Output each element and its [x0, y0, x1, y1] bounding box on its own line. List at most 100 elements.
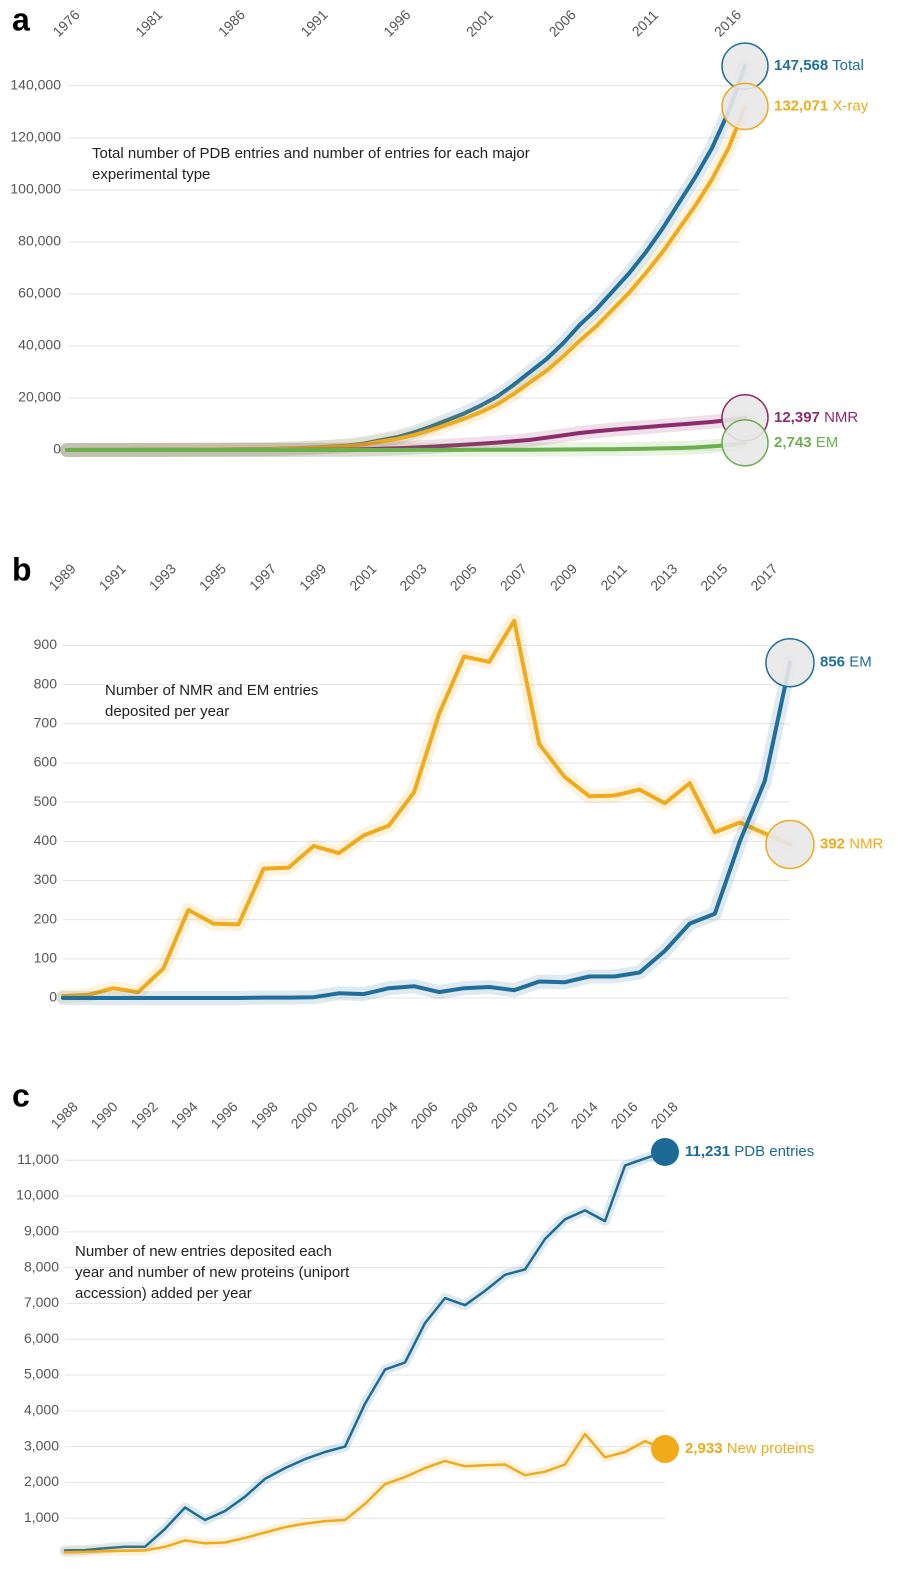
end-label: 132,071 X-ray — [774, 97, 869, 114]
end-marker — [722, 43, 768, 89]
x-tick-label: 1986 — [215, 6, 248, 39]
end-value: 11,231 — [685, 1143, 730, 1160]
end-marker — [722, 83, 768, 129]
end-label: 856 EM — [820, 654, 872, 671]
legend-entry: NMR — [849, 835, 883, 852]
legend-entry: Total — [832, 57, 864, 74]
y-tick-label: 300 — [34, 871, 58, 887]
panel-label: c — [12, 1077, 30, 1113]
x-tick-label: 2011 — [629, 7, 662, 40]
y-tick-label: 4,000 — [24, 1402, 59, 1418]
panel-label: a — [12, 1, 30, 37]
y-tick-label: 700 — [34, 715, 58, 731]
legend-entry: New proteins — [727, 1440, 815, 1457]
y-tick-label: 2,000 — [24, 1473, 59, 1489]
annotation: Total number of PDB entries and number o… — [92, 143, 582, 185]
end-value: 132,071 — [774, 97, 828, 114]
x-tick-label: 2001 — [346, 560, 379, 593]
end-label: 147,568 Total — [774, 57, 864, 74]
end-marker — [722, 420, 768, 466]
y-tick-label: 0 — [49, 989, 57, 1005]
x-tick-label: 2008 — [447, 1098, 480, 1131]
x-tick-label: 1999 — [296, 560, 329, 593]
line-glow — [65, 1152, 665, 1550]
x-tick-label: 2001 — [463, 6, 496, 39]
x-tick-label: 2014 — [567, 1098, 600, 1131]
end-marker — [766, 820, 814, 868]
end-value: 392 — [820, 835, 845, 852]
x-tick-label: 2006 — [546, 6, 579, 39]
y-tick-label: 9,000 — [24, 1223, 59, 1239]
y-tick-label: 80,000 — [18, 233, 61, 249]
figure: a 0 20,000 40,000 60,000 80,000 100,000 120,000… — [0, 0, 898, 1588]
y-tick-label: 120,000 — [10, 129, 61, 145]
y-tick-label: 1,000 — [24, 1509, 59, 1525]
end-value: 12,397 — [774, 409, 820, 426]
legend-entry: PDB entries — [734, 1143, 814, 1160]
x-tick-label: 2016 — [607, 1098, 640, 1131]
end-value: 856 — [820, 654, 845, 671]
end-value: 147,568 — [774, 57, 828, 74]
end-marker — [651, 1435, 679, 1463]
series-line — [67, 66, 745, 450]
x-tick-label: 1988 — [47, 1098, 80, 1131]
y-tick-label: 10,000 — [16, 1187, 59, 1203]
end-label: 392 NMR — [820, 835, 884, 852]
y-tick-label: 11,000 — [17, 1151, 59, 1167]
x-tick-label: 1991 — [297, 6, 330, 39]
x-tick-label: 2010 — [487, 1098, 520, 1131]
y-tick-label: 400 — [34, 832, 58, 848]
y-tick-label: 6,000 — [24, 1330, 59, 1346]
end-marker — [766, 639, 814, 687]
end-value: 2,743 — [774, 434, 812, 451]
y-tick-label: 100,000 — [10, 181, 61, 197]
x-tick-label: 2016 — [711, 6, 744, 39]
end-label: 2,933 New proteins — [685, 1440, 814, 1457]
x-tick-label: 2002 — [327, 1098, 360, 1131]
x-tick-label: 1996 — [207, 1098, 240, 1131]
x-tick-label: 2012 — [527, 1098, 560, 1131]
x-tick-label: 2018 — [647, 1098, 680, 1131]
end-label: 2,743 EM — [774, 434, 838, 451]
x-tick-label: 1990 — [87, 1098, 120, 1131]
x-tick-label: 2007 — [497, 560, 530, 593]
legend-entry: X-ray — [832, 97, 868, 114]
y-tick-label: 7,000 — [24, 1294, 59, 1310]
y-tick-label: 500 — [34, 793, 58, 809]
x-tick-label: 1976 — [49, 6, 82, 39]
y-tick-label: 600 — [34, 754, 58, 770]
legend-entry: EM — [816, 434, 839, 451]
x-tick-label: 1991 — [96, 560, 129, 593]
x-tick-label: 2003 — [396, 560, 429, 593]
y-tick-label: 0 — [53, 441, 61, 457]
y-tick-label: 20,000 — [18, 389, 61, 405]
y-tick-label: 100 — [34, 950, 58, 966]
y-tick-label: 3,000 — [24, 1437, 59, 1453]
y-tick-label: 40,000 — [18, 337, 61, 353]
x-tick-label: 2017 — [747, 560, 780, 593]
y-tick-label: 60,000 — [18, 285, 61, 301]
x-tick-label: 1998 — [247, 1098, 280, 1131]
end-label: 12,397 NMR — [774, 409, 858, 426]
y-tick-label: 900 — [34, 636, 58, 652]
x-tick-label: 1981 — [132, 6, 165, 39]
end-value: 2,933 — [685, 1440, 723, 1457]
x-tick-label: 2006 — [407, 1098, 440, 1131]
annotation: Number of new entries deposited each yea… — [75, 1241, 365, 1304]
x-tick-label: 2000 — [287, 1098, 320, 1131]
legend-entry: EM — [849, 654, 872, 671]
x-tick-label: 1992 — [127, 1098, 160, 1131]
y-tick-label: 140,000 — [10, 77, 61, 93]
x-tick-label: 1996 — [380, 6, 413, 39]
x-tick-label: 1989 — [45, 560, 78, 593]
x-tick-label: 2005 — [447, 560, 480, 593]
y-tick-label: 5,000 — [24, 1366, 59, 1382]
x-tick-label: 2004 — [367, 1098, 400, 1131]
panel-label: b — [12, 551, 32, 587]
x-tick-label: 2009 — [547, 560, 580, 593]
x-tick-label: 2011 — [597, 561, 630, 594]
x-tick-label: 2015 — [697, 560, 730, 593]
x-tick-label: 1997 — [246, 560, 279, 593]
end-marker — [651, 1138, 679, 1166]
charts: a 0 20,000 40,000 60,000 80,000 100,000 120,000… — [0, 0, 898, 1588]
